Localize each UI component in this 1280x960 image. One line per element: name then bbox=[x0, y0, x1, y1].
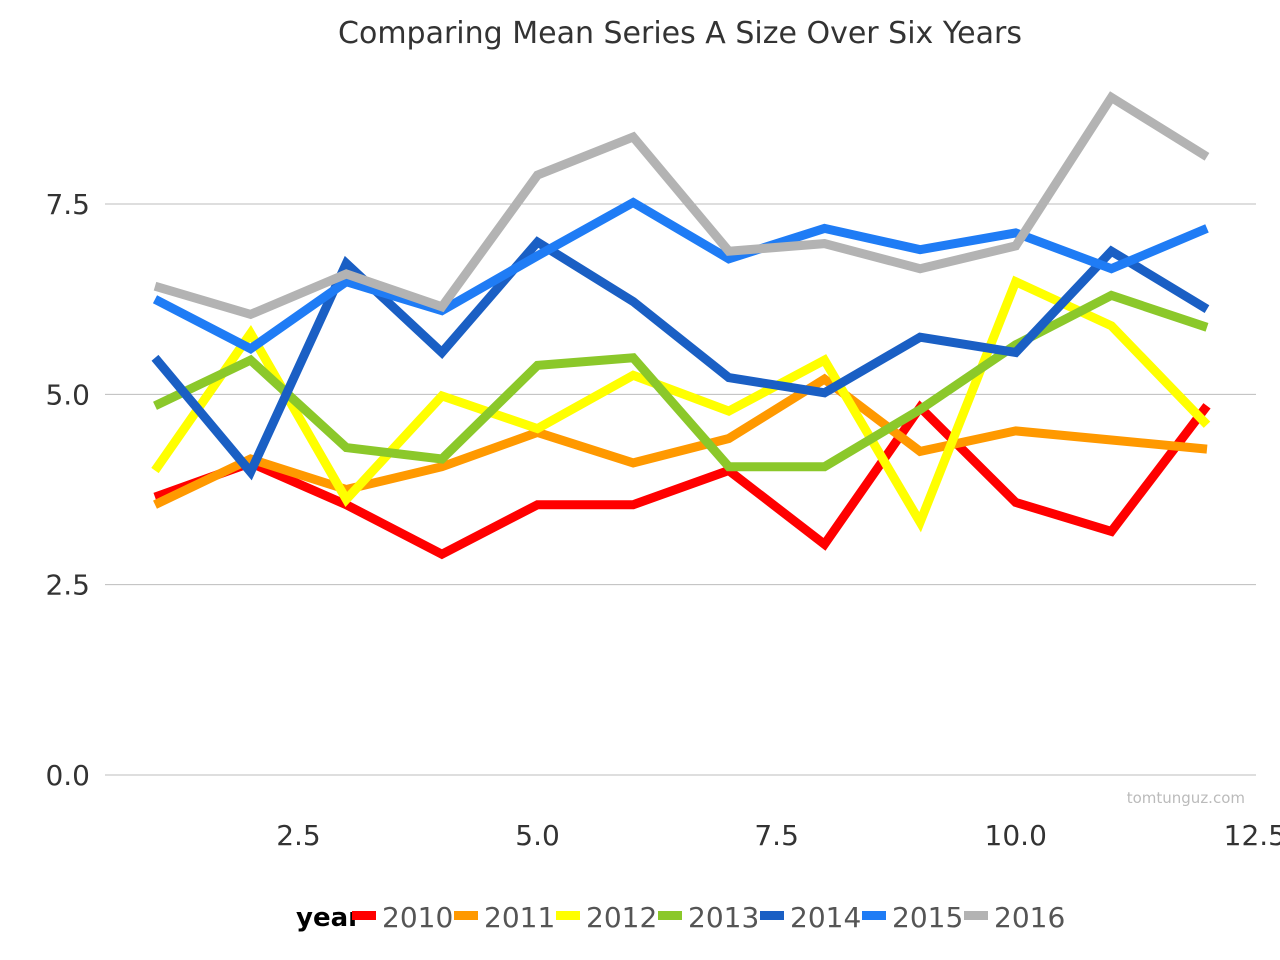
legend-label-2011: 2011 bbox=[484, 901, 555, 934]
legend-swatch-2013 bbox=[658, 911, 682, 920]
y-tick-label: 7.5 bbox=[45, 188, 90, 221]
legend: year 2010 2011 2012 2013 2014 2015 2016 bbox=[296, 901, 1065, 934]
legend-label-2012: 2012 bbox=[586, 901, 657, 934]
legend-swatch-2016 bbox=[964, 911, 988, 920]
x-tick-label: 10.0 bbox=[985, 819, 1047, 852]
series-lines bbox=[151, 91, 1211, 560]
series-line-2016 bbox=[153, 91, 1210, 320]
legend-swatch-2012 bbox=[556, 911, 580, 920]
legend-label-2016: 2016 bbox=[994, 901, 1065, 934]
y-tick-label: 2.5 bbox=[45, 569, 90, 602]
legend-swatch-2015 bbox=[862, 911, 886, 920]
legend-swatch-2010 bbox=[352, 911, 376, 920]
x-tick-label: 5.0 bbox=[515, 819, 560, 852]
x-tick-label: 2.5 bbox=[276, 819, 321, 852]
legend-swatch-2014 bbox=[760, 911, 784, 920]
watermark: tomtunguz.com bbox=[1127, 789, 1245, 807]
x-axis-ticks: 2.5 5.0 7.5 10.0 12.5 bbox=[276, 819, 1280, 852]
legend-swatch-2011 bbox=[454, 911, 478, 920]
x-tick-label: 7.5 bbox=[754, 819, 799, 852]
legend-label-2010: 2010 bbox=[382, 901, 453, 934]
y-axis-ticks: 0.0 2.5 5.0 7.5 bbox=[45, 188, 90, 792]
legend-label-2013: 2013 bbox=[688, 901, 759, 934]
legend-label-2014: 2014 bbox=[790, 901, 861, 934]
y-tick-label: 5.0 bbox=[45, 378, 90, 411]
y-tick-label: 0.0 bbox=[45, 759, 90, 792]
series-line-2015 bbox=[152, 197, 1209, 354]
x-tick-label: 12.5 bbox=[1224, 819, 1280, 852]
series-line-2012 bbox=[151, 275, 1211, 533]
legend-title: year bbox=[296, 903, 361, 933]
legend-label-2015: 2015 bbox=[892, 901, 963, 934]
series-line-2010 bbox=[153, 400, 1211, 560]
series-line-2011 bbox=[153, 373, 1208, 509]
chart-title: Comparing Mean Series A Size Over Six Ye… bbox=[338, 16, 1022, 51]
